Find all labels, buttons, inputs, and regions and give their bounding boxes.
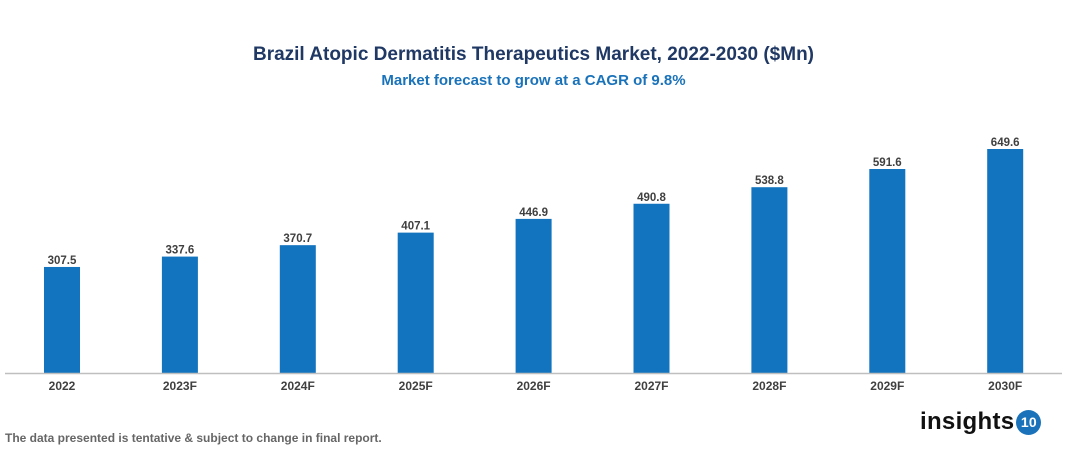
x-tick-label: 2022 [49,379,76,393]
x-tick-label: 2030F [988,379,1022,393]
data-label: 337.6 [166,245,195,257]
x-tick-label: 2026F [517,379,551,393]
data-label: 649.6 [991,137,1020,149]
bar-2026F [515,218,552,373]
data-label: 591.6 [873,157,902,169]
chart-title: Brazil Atopic Dermatitis Therapeutics Ma… [252,44,815,65]
bar-2027F [633,203,670,373]
x-tick-label: 2023F [163,379,197,393]
x-tick-label: 2024F [281,379,315,393]
data-label: 490.8 [637,192,666,204]
bar-2025F [397,232,434,373]
bar-2024F [279,245,316,373]
data-label: 446.9 [519,207,548,219]
bar-2029F [869,169,906,373]
logo-text: insights [920,408,1015,435]
insights10-logo: insights 10 [920,408,1042,436]
bar-2028F [751,187,788,373]
chart-subtitle: Market forecast to grow at a CAGR of 9.8… [381,72,686,89]
x-tick-label: 2029F [870,379,904,393]
x-tick-label: 2028F [752,379,786,393]
logo-badge: 10 [1016,409,1042,435]
bar-2022 [44,266,80,373]
x-tick-label: 2027F [634,379,668,393]
data-label: 307.5 [48,255,77,267]
data-label: 370.7 [283,233,312,245]
bar-2023F [161,256,198,373]
x-tick-label: 2025F [399,379,433,393]
data-label: 407.1 [401,221,430,233]
data-label: 538.8 [755,175,784,187]
bar-2030F [987,149,1024,373]
disclaimer-note: The data presented is tentative & subjec… [5,431,382,445]
